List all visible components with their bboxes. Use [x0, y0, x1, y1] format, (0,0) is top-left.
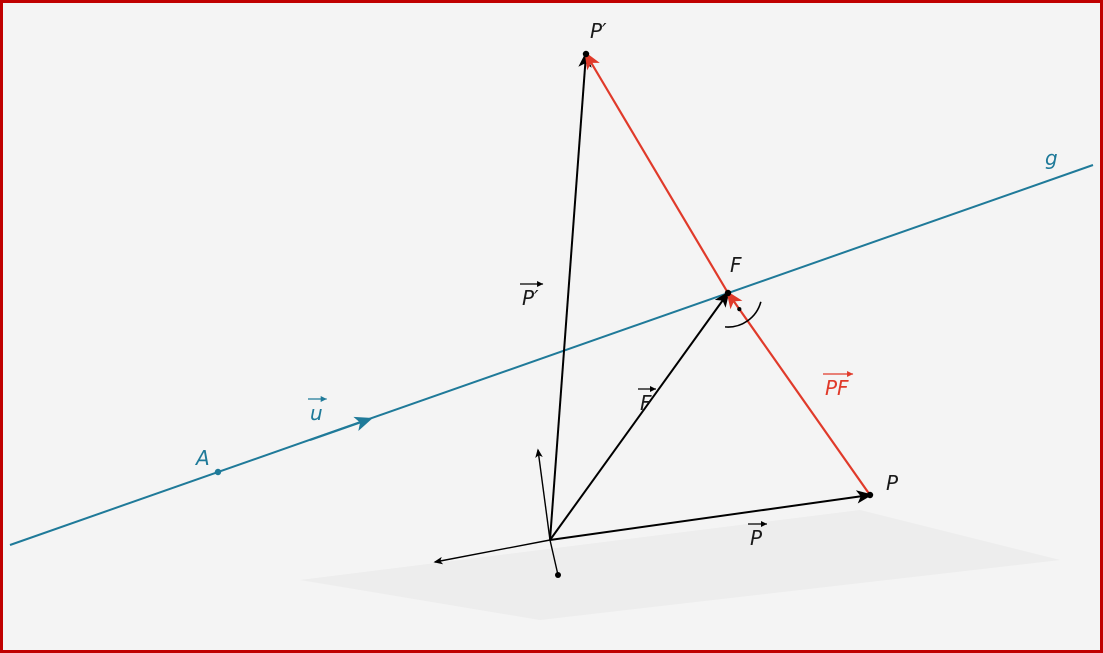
- label-P: P: [886, 471, 899, 495]
- label-g-text: g: [1045, 146, 1058, 170]
- label-g: g: [1045, 146, 1058, 170]
- label-vec-OPp-text: P′: [522, 286, 539, 310]
- label-vec-OF-text: F: [640, 391, 652, 415]
- label-PF-text: PF: [825, 376, 849, 400]
- label-u-text: u: [310, 401, 323, 425]
- point-Pprime: [583, 51, 589, 57]
- diagram-svg: guAFPP′PFPFP′: [0, 0, 1103, 653]
- point-A: [215, 469, 221, 475]
- label-F-text: F: [730, 253, 742, 277]
- label-PF: PF: [823, 371, 853, 400]
- label-P-text: P: [886, 471, 899, 495]
- diagram-frame: guAFPP′PFPFP′: [0, 0, 1103, 653]
- label-Pprime-text: P′: [590, 19, 607, 43]
- label-A-text: A: [194, 446, 210, 470]
- label-F: F: [730, 253, 742, 277]
- point-P: [867, 492, 873, 498]
- point-F: [725, 290, 731, 296]
- label-vec-OP-text: P: [750, 526, 763, 550]
- label-A: A: [194, 446, 210, 470]
- right-angle-dot: [737, 307, 741, 311]
- label-Pprime: P′: [590, 19, 607, 43]
- axis-front-dot: [555, 572, 561, 578]
